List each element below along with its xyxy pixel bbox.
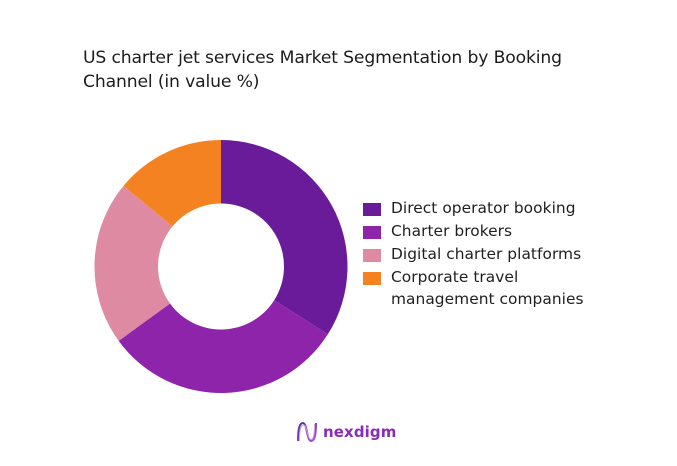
donut-slice-digital-charter-platforms [94,185,173,341]
legend-swatch-icon [363,249,381,262]
legend-swatch-icon [363,226,381,239]
chart-title: US charter jet services Market Segmentat… [83,48,562,92]
legend-item-charter-brokers: Charter brokers [363,221,623,243]
legend-item-corporate-travel-management-companies: Corporate travel management companies [363,267,623,311]
legend-swatch-icon [363,272,381,285]
nexdigm-wave-logo-icon [297,421,317,443]
donut-slice-corporate-travel-management-companies [123,140,221,227]
legend-label: Digital charter platforms [391,245,582,264]
legend-swatch-icon [363,203,381,216]
brand-name: nexdigm [323,423,397,441]
legend-label: Corporate travel management companies [391,268,584,309]
brand-logo: nexdigm [296,421,396,443]
legend-label: Direct operator booking [391,199,576,217]
donut-slice-charter-brokers [118,300,328,393]
chart-legend: Direct operator booking Charter brokers … [363,198,623,312]
legend-label: Charter brokers [391,222,513,241]
donut-slice-direct-operator-booking [221,140,348,335]
legend-item-digital-charter-platforms: Digital charter platforms [363,244,623,266]
legend-item-direct-operator-booking: Direct operator booking [363,198,623,220]
